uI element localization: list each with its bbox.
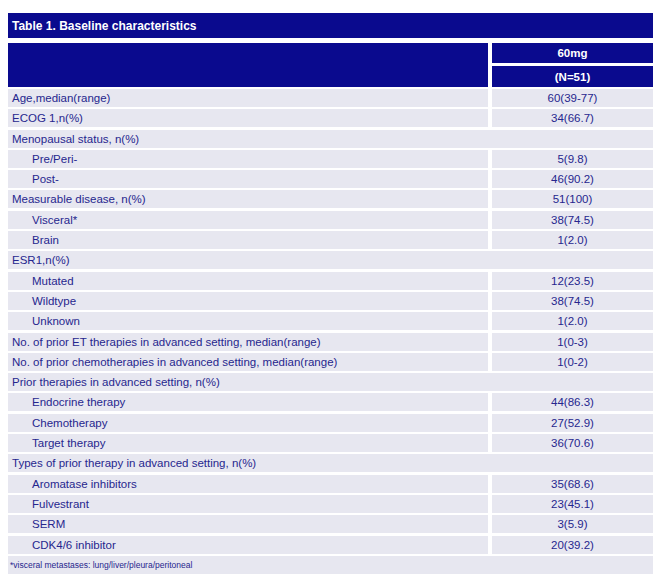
- row-label: Measurable disease, n(%): [8, 190, 488, 208]
- row-value: 20(39.2): [492, 536, 653, 554]
- row-label: Pre/Peri-: [8, 150, 488, 168]
- row-label: Mutated: [8, 272, 488, 290]
- row-value: 12(23.5): [492, 272, 653, 290]
- table-group-row: Menopausal status, n(%): [8, 130, 653, 148]
- row-value: 1(2.0): [492, 231, 653, 249]
- table-row: No. of prior chemotherapies in advanced …: [8, 353, 653, 371]
- table-row: ECOG 1,n(%)34(66.7): [8, 109, 653, 127]
- table-row: Fulvestrant23(45.1): [8, 495, 653, 513]
- row-label: Post-: [8, 170, 488, 188]
- row-value: 23(45.1): [492, 495, 653, 513]
- header-empty-cell: [8, 43, 488, 87]
- row-label: Wildtype: [8, 292, 488, 310]
- baseline-characteristics-table: Table 1. Baseline characteristics 60mg (…: [8, 13, 653, 574]
- table-row: Wildtype38(74.5): [8, 292, 653, 310]
- table-group-row: Types of prior therapy in advanced setti…: [8, 454, 653, 472]
- table-row: Endocrine therapy44(86.3): [8, 393, 653, 411]
- header-dose-column: 60mg (N=51): [492, 43, 653, 87]
- row-value: 1(0-3): [492, 333, 653, 351]
- table-row: Visceral*38(74.5): [8, 211, 653, 229]
- row-value: 35(68.6): [492, 475, 653, 493]
- row-label: Prior therapies in advanced setting, n(%…: [8, 373, 653, 391]
- row-label: No. of prior ET therapies in advanced se…: [8, 333, 488, 351]
- table-group-row: Prior therapies in advanced setting, n(%…: [8, 373, 653, 391]
- row-value: 36(70.6): [492, 434, 653, 452]
- row-value: 60(39-77): [492, 89, 653, 107]
- row-label: CDK4/6 inhibitor: [8, 536, 488, 554]
- table-title-bar: Table 1. Baseline characteristics: [8, 13, 653, 38]
- table-body: Age,median(range)60(39-77)ECOG 1,n(%)34(…: [8, 89, 653, 554]
- table-column-header: 60mg (N=51): [8, 43, 653, 87]
- row-label: Brain: [8, 231, 488, 249]
- row-label: ECOG 1,n(%): [8, 109, 488, 127]
- table-title: Table 1. Baseline characteristics: [12, 19, 197, 33]
- column-header-n: (N=51): [492, 66, 653, 87]
- table-row: No. of prior ET therapies in advanced se…: [8, 333, 653, 351]
- table-row: Brain1(2.0): [8, 231, 653, 249]
- row-value: 27(52.9): [492, 414, 653, 432]
- row-label: Target therapy: [8, 434, 488, 452]
- table-row: Aromatase inhibitors35(68.6): [8, 475, 653, 493]
- row-value: 1(0-2): [492, 353, 653, 371]
- row-value: 44(86.3): [492, 393, 653, 411]
- row-value: 38(74.5): [492, 211, 653, 229]
- row-value: 38(74.5): [492, 292, 653, 310]
- row-label: Endocrine therapy: [8, 393, 488, 411]
- table-row: Chemotherapy27(52.9): [8, 414, 653, 432]
- row-label: No. of prior chemotherapies in advanced …: [8, 353, 488, 371]
- table-footnote: *visceral metastases: lung/liver/pleura/…: [10, 560, 192, 570]
- row-label: SERM: [8, 515, 488, 533]
- column-header-dose: 60mg: [492, 43, 653, 63]
- table-row: CDK4/6 inhibitor20(39.2): [8, 536, 653, 554]
- row-label: Aromatase inhibitors: [8, 475, 488, 493]
- row-value: 5(9.8): [492, 150, 653, 168]
- row-label: Fulvestrant: [8, 495, 488, 513]
- row-label: Chemotherapy: [8, 414, 488, 432]
- row-label: Unknown: [8, 312, 488, 330]
- table-row: Unknown1(2.0): [8, 312, 653, 330]
- row-label: Age,median(range): [8, 89, 488, 107]
- row-value: 46(90.2): [492, 170, 653, 188]
- table-row: SERM3(5.9): [8, 515, 653, 533]
- row-value: 3(5.9): [492, 515, 653, 533]
- row-value: 51(100): [492, 190, 653, 208]
- table-row: Measurable disease, n(%)51(100): [8, 190, 653, 208]
- row-value: 1(2.0): [492, 312, 653, 330]
- row-label: ESR1,n(%): [8, 251, 653, 269]
- table-row: Pre/Peri-5(9.8): [8, 150, 653, 168]
- table-row: Mutated12(23.5): [8, 272, 653, 290]
- table-footnote-row: *visceral metastases: lung/liver/pleura/…: [8, 556, 653, 574]
- table-row: Post-46(90.2): [8, 170, 653, 188]
- table-group-row: ESR1,n(%): [8, 251, 653, 269]
- row-value: 34(66.7): [492, 109, 653, 127]
- table-row: Age,median(range)60(39-77): [8, 89, 653, 107]
- row-label: Visceral*: [8, 211, 488, 229]
- table-row: Target therapy36(70.6): [8, 434, 653, 452]
- row-label: Menopausal status, n(%): [8, 130, 653, 148]
- row-label: Types of prior therapy in advanced setti…: [8, 454, 653, 472]
